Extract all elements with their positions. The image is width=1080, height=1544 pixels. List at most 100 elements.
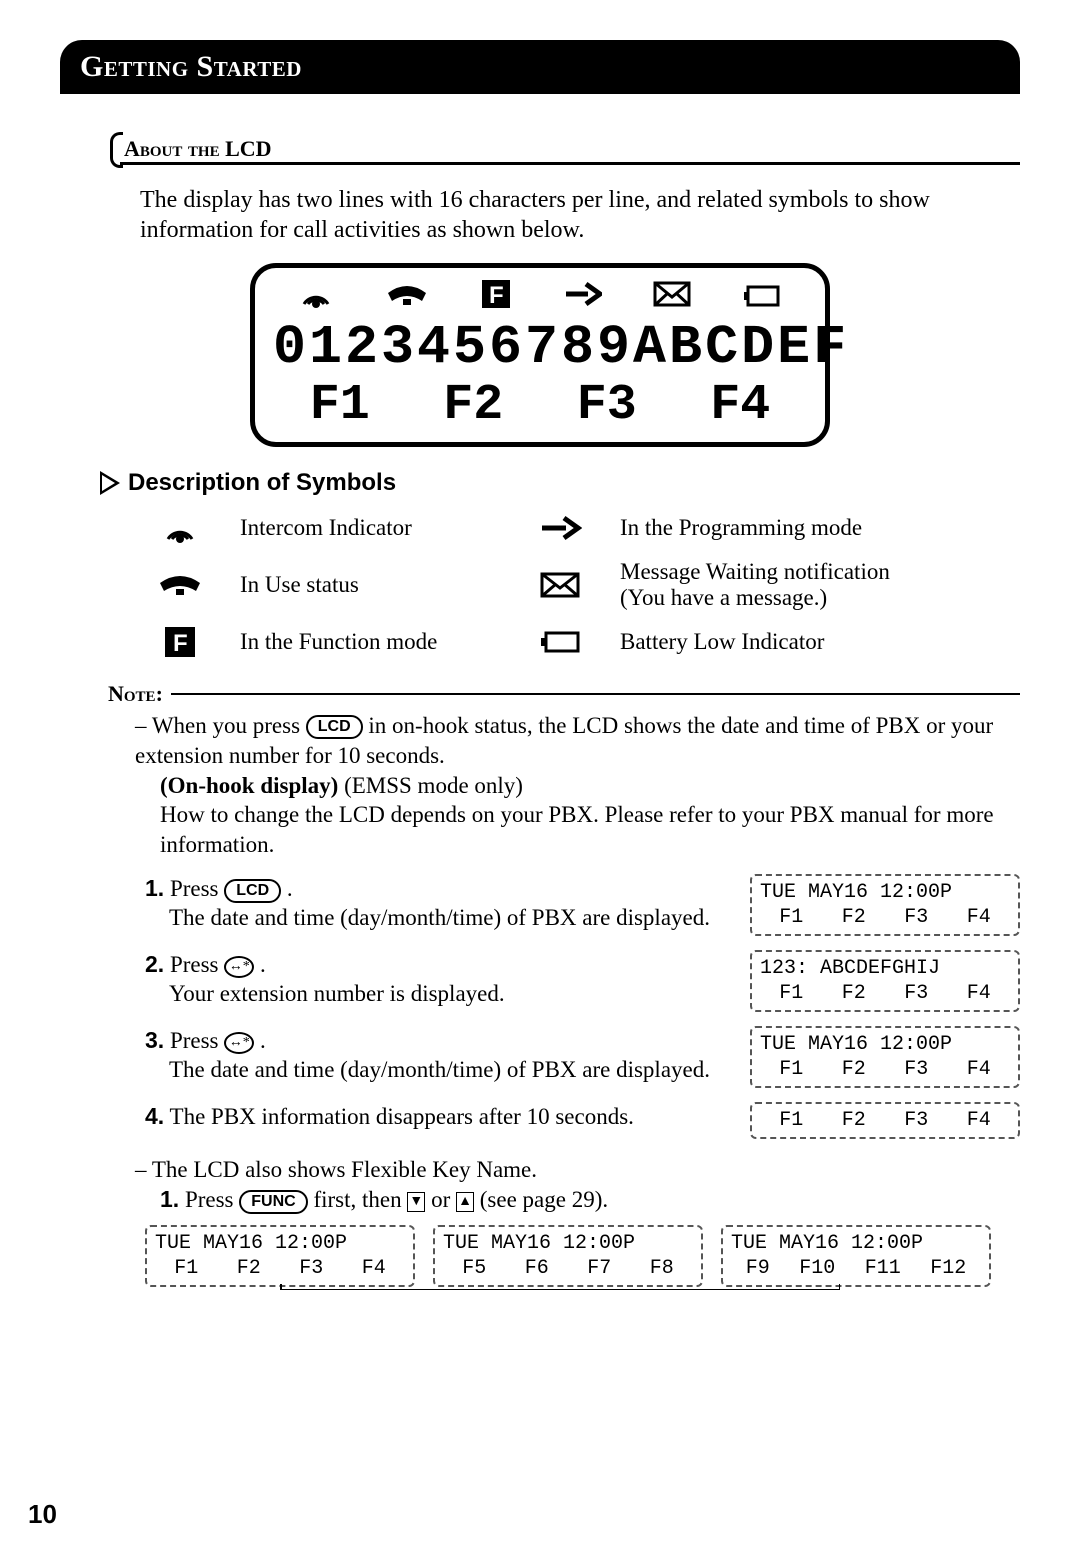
handset-icon — [150, 571, 210, 599]
f-key: F3 — [904, 981, 928, 1006]
step-2: 2. Press ↔* . Your extension number is d… — [145, 950, 1020, 1012]
f-key: F3 — [904, 1057, 928, 1082]
symbols-heading: Description of Symbols — [100, 469, 1020, 497]
f-key: F3 — [904, 905, 928, 930]
lcd-row: TUE MAY16 12:00P — [760, 1032, 1010, 1057]
step-3: 3. Press ↔* . The date and time (day/mon… — [145, 1026, 1020, 1088]
f-key: F2 — [842, 1057, 866, 1082]
svg-text:F: F — [173, 630, 188, 657]
section-rule — [120, 162, 1020, 165]
antenna-icon — [150, 511, 210, 545]
f-key: F2 — [237, 1256, 261, 1281]
f-key: F3 — [299, 1256, 323, 1281]
flex-text: (see page 29). — [480, 1187, 608, 1212]
programming-label: In the Programming mode — [620, 515, 940, 541]
f-box-icon: F — [150, 625, 210, 659]
mini-lcd: TUE MAY16 12:00P F5 F6 F7 F8 — [433, 1225, 703, 1287]
battery-icon — [530, 629, 590, 655]
f-key: F10 — [799, 1256, 835, 1281]
f-key: F4 — [967, 981, 991, 1006]
lcd-f3: F3 — [577, 377, 637, 434]
section-title: About the LCD — [110, 134, 282, 164]
flex-text: first, then — [313, 1187, 407, 1212]
lcd-f1: F1 — [310, 377, 370, 434]
f-key: F3 — [904, 1108, 928, 1133]
f-key: F8 — [650, 1256, 674, 1281]
f-key: F1 — [779, 1108, 803, 1133]
page-number: 10 — [28, 1499, 57, 1530]
step-desc: Your extension number is displayed. — [169, 980, 505, 1009]
chapter-title: Getting Started — [80, 50, 302, 83]
f-key: F1 — [779, 1057, 803, 1082]
flex-text: or — [431, 1187, 456, 1212]
f-key: F11 — [865, 1256, 901, 1281]
lcd-button: LCD — [306, 715, 363, 739]
step-text: Press — [170, 1028, 224, 1053]
lcd-line1: 0123456789ABCDEF — [273, 319, 807, 377]
f-key: F1 — [779, 981, 803, 1006]
lcd-line2: F1 F2 F3 F4 — [273, 377, 807, 434]
toggle-button: ↔* — [224, 956, 254, 978]
flex-text: – The LCD also shows Flexible Key Name. — [135, 1155, 1020, 1185]
svg-text:F: F — [489, 282, 504, 309]
func-button: FUNC — [239, 1190, 307, 1214]
step-desc: The date and time (day/month/time) of PB… — [169, 1056, 710, 1085]
note-heading: Note: — [108, 681, 1020, 707]
f-key: F6 — [525, 1256, 549, 1281]
section-header: About the LCD — [110, 134, 1020, 165]
f-key: F2 — [842, 905, 866, 930]
step-text: Press — [170, 952, 224, 977]
step-num: 4. — [145, 1103, 164, 1129]
f-key: F4 — [362, 1256, 386, 1281]
inuse-label: In Use status — [240, 572, 500, 598]
intro-text: The display has two lines with 16 charac… — [140, 185, 1020, 245]
f-key: F2 — [842, 981, 866, 1006]
lcd-row: TUE MAY16 12:00P — [155, 1231, 405, 1256]
mini-lcd: TUE MAY16 12:00P F1F2F3F4 — [750, 874, 1020, 936]
f-key: F12 — [930, 1256, 966, 1281]
envelope-icon — [530, 570, 590, 600]
f-key: F4 — [967, 1108, 991, 1133]
flex-section: – The LCD also shows Flexible Key Name. … — [135, 1155, 1020, 1215]
arrow-icon — [530, 513, 590, 543]
triangle-icon — [100, 471, 120, 495]
lcd-row: TUE MAY16 12:00P — [443, 1231, 693, 1256]
note-text: – When you press — [135, 713, 306, 738]
note-text: (EMSS mode only) — [338, 773, 523, 798]
step-text: . — [260, 1028, 266, 1053]
toggle-button: ↔* — [224, 1032, 254, 1054]
mini-lcd: TUE MAY16 12:00P F1 F2 F3 F4 — [145, 1225, 415, 1287]
message-label: Message Waiting notification (You have a… — [620, 559, 940, 611]
envelope-icon — [652, 279, 692, 318]
lcd-f2: F2 — [443, 377, 503, 434]
lcd-row: TUE MAY16 12:00P — [760, 880, 1010, 905]
step-num: 1. — [145, 875, 164, 901]
chapter-header: Getting Started — [60, 40, 1020, 94]
lcd-f4: F4 — [710, 377, 770, 434]
lcd-display: F 0123456789ABCDEF F1 F2 F3 F4 — [250, 263, 830, 447]
f-key: F2 — [842, 1108, 866, 1133]
up-key-icon: ▲ — [456, 1192, 474, 1212]
connector-line — [280, 1289, 840, 1290]
antenna-icon — [298, 278, 334, 319]
step-1: 1. Press LCD . The date and time (day/mo… — [145, 874, 1020, 936]
f-key: F4 — [967, 1057, 991, 1082]
intercom-label: Intercom Indicator — [240, 515, 500, 541]
battery-label: Battery Low Indicator — [620, 629, 940, 655]
step-4: 4. The PBX information disappears after … — [145, 1102, 1020, 1139]
f-key: F1 — [174, 1256, 198, 1281]
mini-lcd: TUE MAY16 12:00P F1 F2 F3 F4 — [750, 1026, 1020, 1088]
battery-icon — [742, 280, 782, 318]
f-box-icon: F — [480, 278, 512, 319]
step-desc: The PBX information disappears after 10 … — [170, 1104, 634, 1129]
symbols-heading-text: Description of Symbols — [128, 469, 396, 497]
f-key: F7 — [587, 1256, 611, 1281]
step-text: . — [260, 952, 266, 977]
onhook-label: (On-hook display) — [160, 773, 338, 798]
note-text: How to change the LCD depends on your PB… — [160, 800, 1020, 860]
handset-icon — [384, 280, 430, 318]
lcd-symbol-row: F — [273, 278, 807, 319]
symbols-grid: Intercom Indicator In the Programming mo… — [150, 511, 1020, 659]
f-key: F5 — [462, 1256, 486, 1281]
f-key: F4 — [967, 905, 991, 930]
